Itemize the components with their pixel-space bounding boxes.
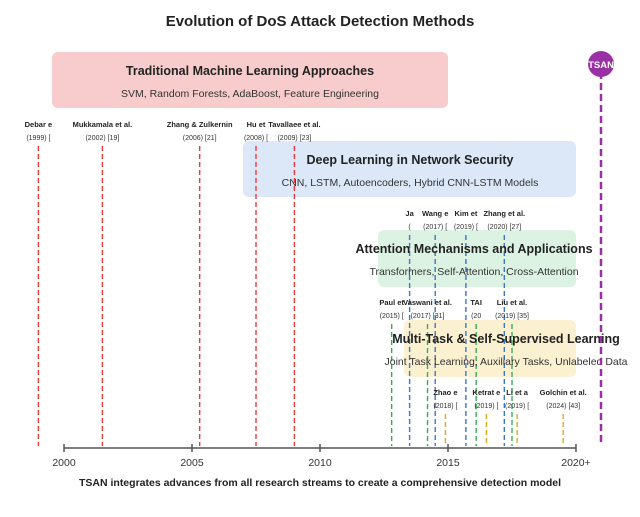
milestone-name: Wang e [422,209,448,218]
stream-box-deep-learning [243,141,576,197]
milestone-ref: (2019) [35] [495,313,529,320]
stream-boxes [52,52,576,377]
milestone-name: TAI [470,298,482,307]
tsan-circle [588,51,614,77]
stream-subtitle-deep-learning: CNN, LSTM, Autoencoders, Hybrid CNN-LSTM… [282,177,539,189]
axis-tick-label: 2000 [52,457,76,469]
tsan-label: TSAN [588,60,614,71]
milestone-name: Ja [405,209,414,218]
milestone-name: Liu et al. [497,298,527,307]
milestone-name: Debar e [25,120,53,129]
stream-subtitle-traditional-ml: SVM, Random Forests, AdaBoost, Feature E… [121,88,379,100]
axis-tick-label: 2015 [436,457,460,469]
milestone-ref: (2019) [ [454,224,478,231]
stream-title-traditional-ml: Traditional Machine Learning Approaches [126,64,374,78]
milestone-ref: (2006) [21] [183,135,217,142]
milestone-ref: (2002) [19] [85,135,119,142]
stream-title-attention: Attention Mechanisms and Applications [355,242,592,256]
milestone-name: Kim et [454,209,477,218]
milestone-ref: (1999) [ [26,135,50,142]
milestone-name: Zhao e [433,388,457,397]
tsan-marker: TSAN [588,51,614,446]
stream-title-deep-learning: Deep Learning in Network Security [307,153,514,167]
milestone-name: Mukkamala et al. [73,120,133,129]
stream-texts: Traditional Machine Learning Approaches … [121,64,628,368]
stream-box-multitask [404,320,576,377]
milestone-name: Zhang & Zulkernin [167,120,233,129]
milestone-ref: (2019) [ [505,403,529,410]
milestone-ref: (20 [471,313,481,320]
milestone-name: Tavallaee et al. [268,120,320,129]
stream-subtitle-attention: Transformers, Self-Attention, Cross-Atte… [369,266,578,278]
milestone-labels: Debar e (1999) [ Mukkamala et al. (2002) [1… [25,120,587,410]
milestone-name: Ketrat e [472,388,500,397]
milestone-name: Li et a [506,388,529,397]
milestone-ref: (2017) [31] [411,313,445,320]
milestone-ref: (2017) [ [423,224,447,231]
milestone-name: Vaswani et al. [403,298,452,307]
stream-box-traditional-ml [52,52,448,108]
stream-subtitle-multitask: Joint Task Learning, Auxiliary Tasks, Un… [385,356,628,368]
milestone-name: Hu et [247,120,266,129]
milestone-ref: (2020) [27] [487,224,521,231]
axis-ticks: 2000 2005 2010 2015 2020+ [52,444,591,469]
milestone-ref: (2015) [ [380,313,404,320]
axis-tick-label: 2010 [308,457,332,469]
milestone-ref: ( [408,224,411,231]
axis-tick-label: 2005 [180,457,204,469]
stream-title-multitask: Multi-Task & Self-Supervised Learning [392,332,620,346]
footer-caption: TSAN integrates advances from all resear… [79,477,561,489]
axis-tick-label: 2020+ [561,457,591,469]
milestone-name: Paul et [379,298,404,307]
milestone-ref: (2024) [43] [546,403,580,410]
milestone-ref: (2008) [ [244,135,268,142]
milestone-name: Zhang et al. [483,209,525,218]
milestone-ref: (2018) [ [433,403,457,410]
milestone-ref: (2009) [23] [277,135,311,142]
milestone-name: Golchin et al. [540,388,587,397]
diagram-title: Evolution of DoS Attack Detection Method… [166,13,475,30]
stream-box-attention [378,230,576,287]
milestone-lines [37,146,564,446]
milestone-ref: (2019) [ [474,403,498,410]
